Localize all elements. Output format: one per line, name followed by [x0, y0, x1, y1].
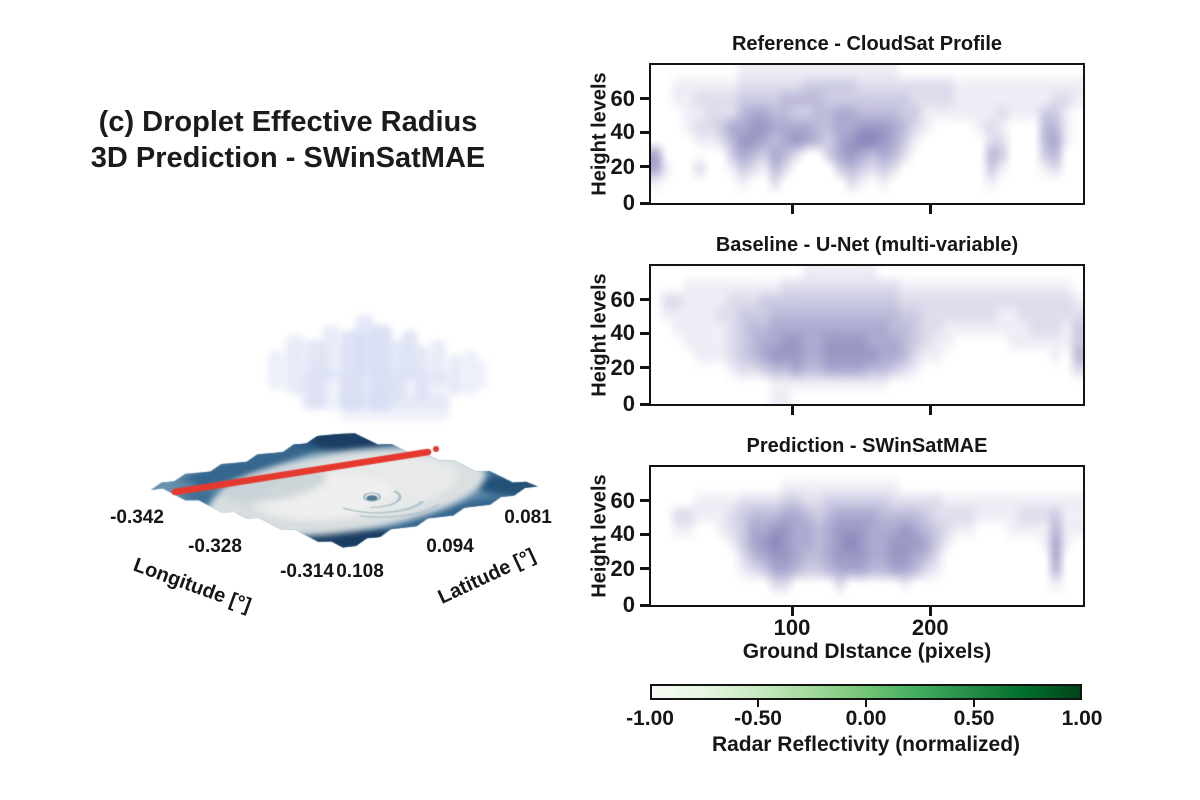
- x-tick-mark: [928, 205, 932, 214]
- panel-title: Prediction - SWinSatMAE: [746, 435, 988, 457]
- plot-frame: [649, 465, 1085, 607]
- y-tick-mark: [640, 130, 649, 134]
- heatmap-panel-baseline: Baseline - U-Net (multi-variable) Height…: [589, 234, 1085, 415]
- y-tick-mark: [640, 603, 649, 607]
- panel-title: Baseline - U-Net (multi-variable): [715, 234, 1019, 256]
- y-tick-mark: [640, 331, 649, 335]
- figure-caption-line2: 3D Prediction - SWinSatMAE: [90, 142, 486, 174]
- y-tick-mark: [640, 402, 649, 406]
- y-tick-label: 40: [610, 320, 635, 345]
- y-tick-mark: [640, 298, 649, 302]
- x-tick-mark: [928, 607, 932, 616]
- colorbar-tick-label: 1.00: [1061, 707, 1103, 730]
- y-tick-label: 60: [610, 286, 635, 312]
- y-tick-label: 0: [622, 391, 635, 416]
- y-tick-label: 0: [622, 592, 635, 617]
- y-tick-mark: [640, 532, 649, 536]
- x-axis-label: Ground DIstance (pixels): [742, 640, 992, 663]
- heatmap-canvas: [651, 266, 1083, 404]
- x-tick-mark: [790, 205, 794, 214]
- x-tick-label: 200: [911, 615, 949, 640]
- surface-3d-tick-label: 0.094: [426, 536, 474, 557]
- x-tick-mark: [928, 406, 932, 415]
- y-tick-mark: [640, 366, 649, 370]
- colorbar-label: Radar Reflectivity (normalized): [711, 733, 1021, 756]
- y-tick-mark: [640, 165, 649, 169]
- colorbar-tick-mark: [864, 700, 868, 707]
- y-tick-label: 20: [610, 153, 635, 179]
- y-tick-mark: [640, 567, 649, 571]
- colorbar-tick-label: -1.00: [626, 707, 674, 730]
- surface-3d-canvas: [125, 282, 585, 617]
- heatmap-panel-prediction: Prediction - SWinSatMAE Height levels Gr…: [589, 435, 1085, 663]
- surface-3d-tick-label: 0.081: [504, 507, 552, 528]
- surface-3d-tick-label: -0.342: [110, 507, 164, 528]
- y-tick-mark: [640, 97, 649, 101]
- surface-3d-tick-label: 0.108: [336, 561, 384, 582]
- heatmap-canvas: [651, 467, 1083, 605]
- y-tick-label: 40: [610, 521, 635, 546]
- colorbar-tick-label: 0.00: [845, 707, 887, 730]
- plot-frame: [649, 63, 1085, 205]
- colorbar-tick-mark: [972, 700, 976, 707]
- x-tick-mark: [790, 406, 794, 415]
- heatmap-panel-reference: Reference - CloudSat Profile Height leve…: [589, 33, 1085, 214]
- figure-caption-line1: (c) Droplet Effective Radius: [98, 106, 478, 138]
- figure-caption: (c) Droplet Effective Radius 3D Predicti…: [48, 104, 528, 176]
- x-tick-label: 100: [773, 615, 811, 640]
- y-tick-mark: [640, 201, 649, 205]
- y-tick-label: 20: [610, 354, 635, 380]
- y-tick-label: 20: [610, 555, 635, 581]
- panel-title: Reference - CloudSat Profile: [731, 33, 1003, 55]
- colorbar-gradient: [650, 684, 1082, 700]
- surface-3d-plot: [125, 282, 585, 617]
- heatmap-canvas: [651, 65, 1083, 203]
- plot-frame: [649, 264, 1085, 406]
- colorbar: Radar Reflectivity (normalized) -1.00 -0.…: [626, 684, 1102, 760]
- colorbar-tick-mark: [756, 700, 760, 707]
- colorbar-tick-label: -0.50: [734, 707, 782, 730]
- y-tick-label: 40: [610, 119, 635, 144]
- y-tick-mark: [640, 499, 649, 503]
- x-tick-mark: [790, 607, 794, 616]
- surface-3d-tick-label: -0.314: [280, 561, 334, 582]
- y-tick-label: 0: [622, 190, 635, 215]
- colorbar-tick-label: 0.50: [953, 707, 995, 730]
- y-tick-label: 60: [610, 487, 635, 513]
- y-tick-label: 60: [610, 85, 635, 111]
- surface-3d-tick-label: -0.328: [188, 536, 242, 557]
